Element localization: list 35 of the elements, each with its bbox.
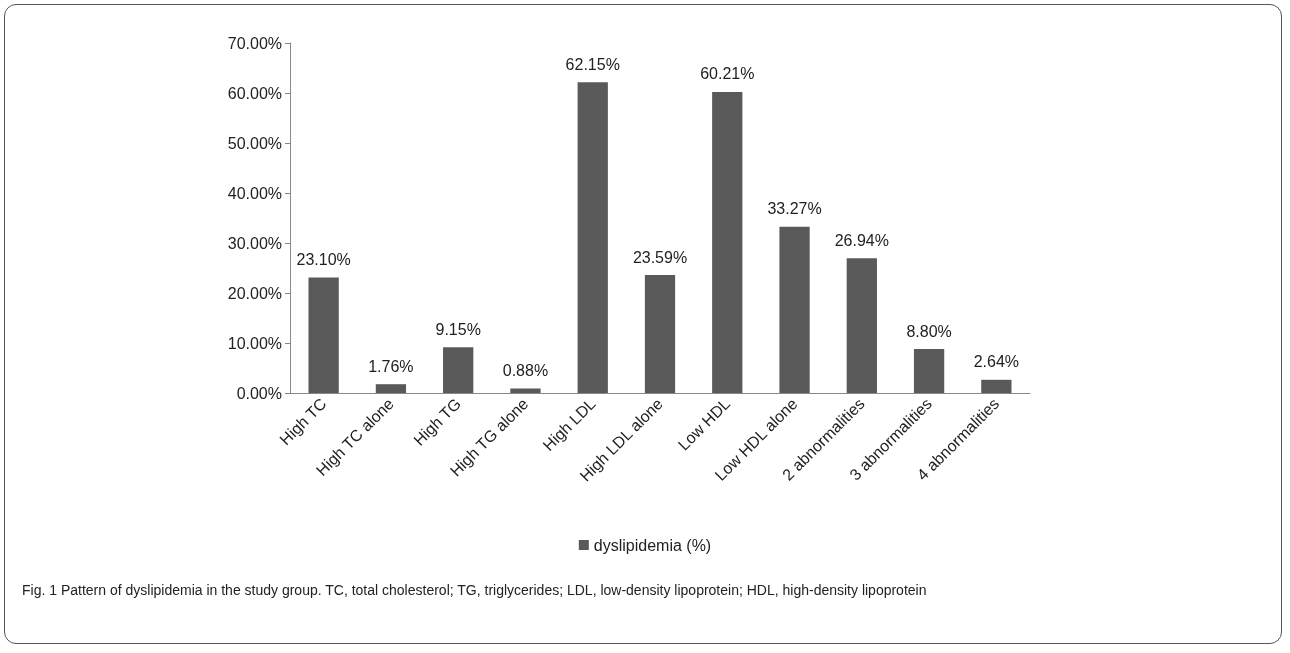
data-label: 23.59% [632, 248, 688, 266]
data-label: 8.80% [906, 322, 952, 340]
data-label: 9.15% [435, 320, 481, 338]
data-label: 26.94% [834, 231, 889, 249]
bar [846, 258, 877, 393]
data-label: 33.27% [767, 200, 822, 218]
y-tick-label: 0.00% [236, 384, 282, 402]
bar [981, 379, 1012, 393]
y-tick-label: 60.00% [227, 84, 282, 102]
y-tick-label: 50.00% [227, 134, 282, 152]
bar [443, 347, 474, 393]
x-tick-label: High TG [410, 394, 465, 449]
bar [779, 226, 810, 393]
bar [510, 388, 541, 393]
y-tick-label: 30.00% [227, 234, 282, 252]
y-tick-label: 40.00% [227, 184, 282, 202]
bar [375, 384, 407, 393]
bar [577, 82, 608, 393]
x-tick-label: Low HDL [674, 394, 734, 454]
data-label: 2.64% [973, 353, 1020, 371]
data-label: 23.10% [296, 251, 351, 268]
data-label: 62.15% [565, 55, 620, 73]
data-label: 0.88% [502, 362, 549, 380]
legend-label: dyslipidemia (%) [593, 536, 712, 554]
x-tick-label: High LDL [539, 394, 599, 455]
data-label: 1.76% [368, 357, 414, 375]
y-tick-label: 70.00% [227, 34, 282, 52]
bar [644, 275, 676, 393]
bar [308, 277, 339, 393]
caption: Fig. 1 Pattern of dyslipidemia in the study group. TC, total cholesterol; TG, triglycerides; LDL, low-density lipoprotein; HDL, high-density lipoprotein [22, 581, 928, 600]
data-label: 60.21% [700, 65, 755, 83]
bar [913, 349, 945, 393]
y-tick-label: 10.00% [227, 334, 282, 352]
bar [712, 91, 743, 393]
y-tick-label: 20.00% [227, 284, 282, 302]
